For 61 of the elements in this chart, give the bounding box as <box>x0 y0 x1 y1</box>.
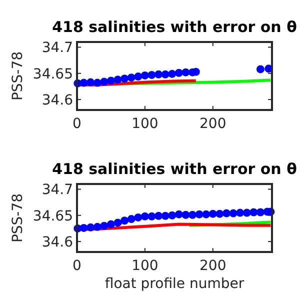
point <box>256 208 264 216</box>
point <box>86 223 95 232</box>
point <box>148 212 156 220</box>
x-tick-label: 100 <box>132 258 158 274</box>
point <box>134 213 142 222</box>
point <box>229 209 238 218</box>
y-tick-label: 34.6 <box>42 92 74 108</box>
point <box>134 72 142 81</box>
x-tick-label: 200 <box>200 258 226 274</box>
point <box>127 74 136 82</box>
point <box>100 222 108 230</box>
y-axis-title: PSS-78 <box>10 51 26 101</box>
point <box>242 208 251 217</box>
point <box>174 68 183 77</box>
point <box>114 218 122 227</box>
point <box>140 212 149 220</box>
point <box>222 209 230 218</box>
point <box>106 220 115 228</box>
x-tick-label: 0 <box>72 258 82 274</box>
point <box>168 70 176 78</box>
point <box>202 210 210 218</box>
y-tick-label: 34.65 <box>32 66 73 82</box>
y-axis-title: PSS-78 <box>10 193 26 243</box>
point <box>140 71 149 80</box>
point <box>256 65 264 74</box>
point <box>195 210 204 218</box>
point <box>80 78 88 87</box>
point <box>188 210 197 219</box>
point <box>127 215 136 224</box>
chart-title: 418 salinities with error on θ <box>52 18 297 36</box>
point <box>93 78 102 87</box>
point <box>161 70 170 78</box>
point <box>148 70 156 79</box>
point <box>100 78 108 86</box>
x-tick-label: 100 <box>132 116 158 132</box>
point <box>236 208 244 217</box>
point <box>208 210 217 218</box>
point <box>86 78 95 86</box>
point <box>93 222 102 231</box>
y-tick-label: 34.7 <box>42 40 73 56</box>
y-tick-label: 34.6 <box>42 234 74 250</box>
point <box>106 76 115 85</box>
y-tick-label: 34.7 <box>42 182 73 198</box>
point <box>114 76 122 84</box>
point <box>182 210 190 219</box>
chart-title: 418 salinities with error on θ <box>52 160 297 178</box>
point <box>154 212 163 220</box>
point <box>161 212 170 220</box>
x-tick-label: 0 <box>72 116 82 132</box>
point <box>250 208 258 216</box>
point <box>120 216 129 225</box>
point <box>182 68 190 76</box>
x-axis-title: float profile number <box>104 276 244 292</box>
point <box>80 224 88 232</box>
point <box>174 210 183 218</box>
x-tick-label: 200 <box>200 116 226 132</box>
point <box>168 211 176 220</box>
y-tick-label: 34.65 <box>32 208 73 224</box>
point <box>154 70 163 78</box>
point <box>120 74 129 83</box>
point <box>216 210 224 218</box>
